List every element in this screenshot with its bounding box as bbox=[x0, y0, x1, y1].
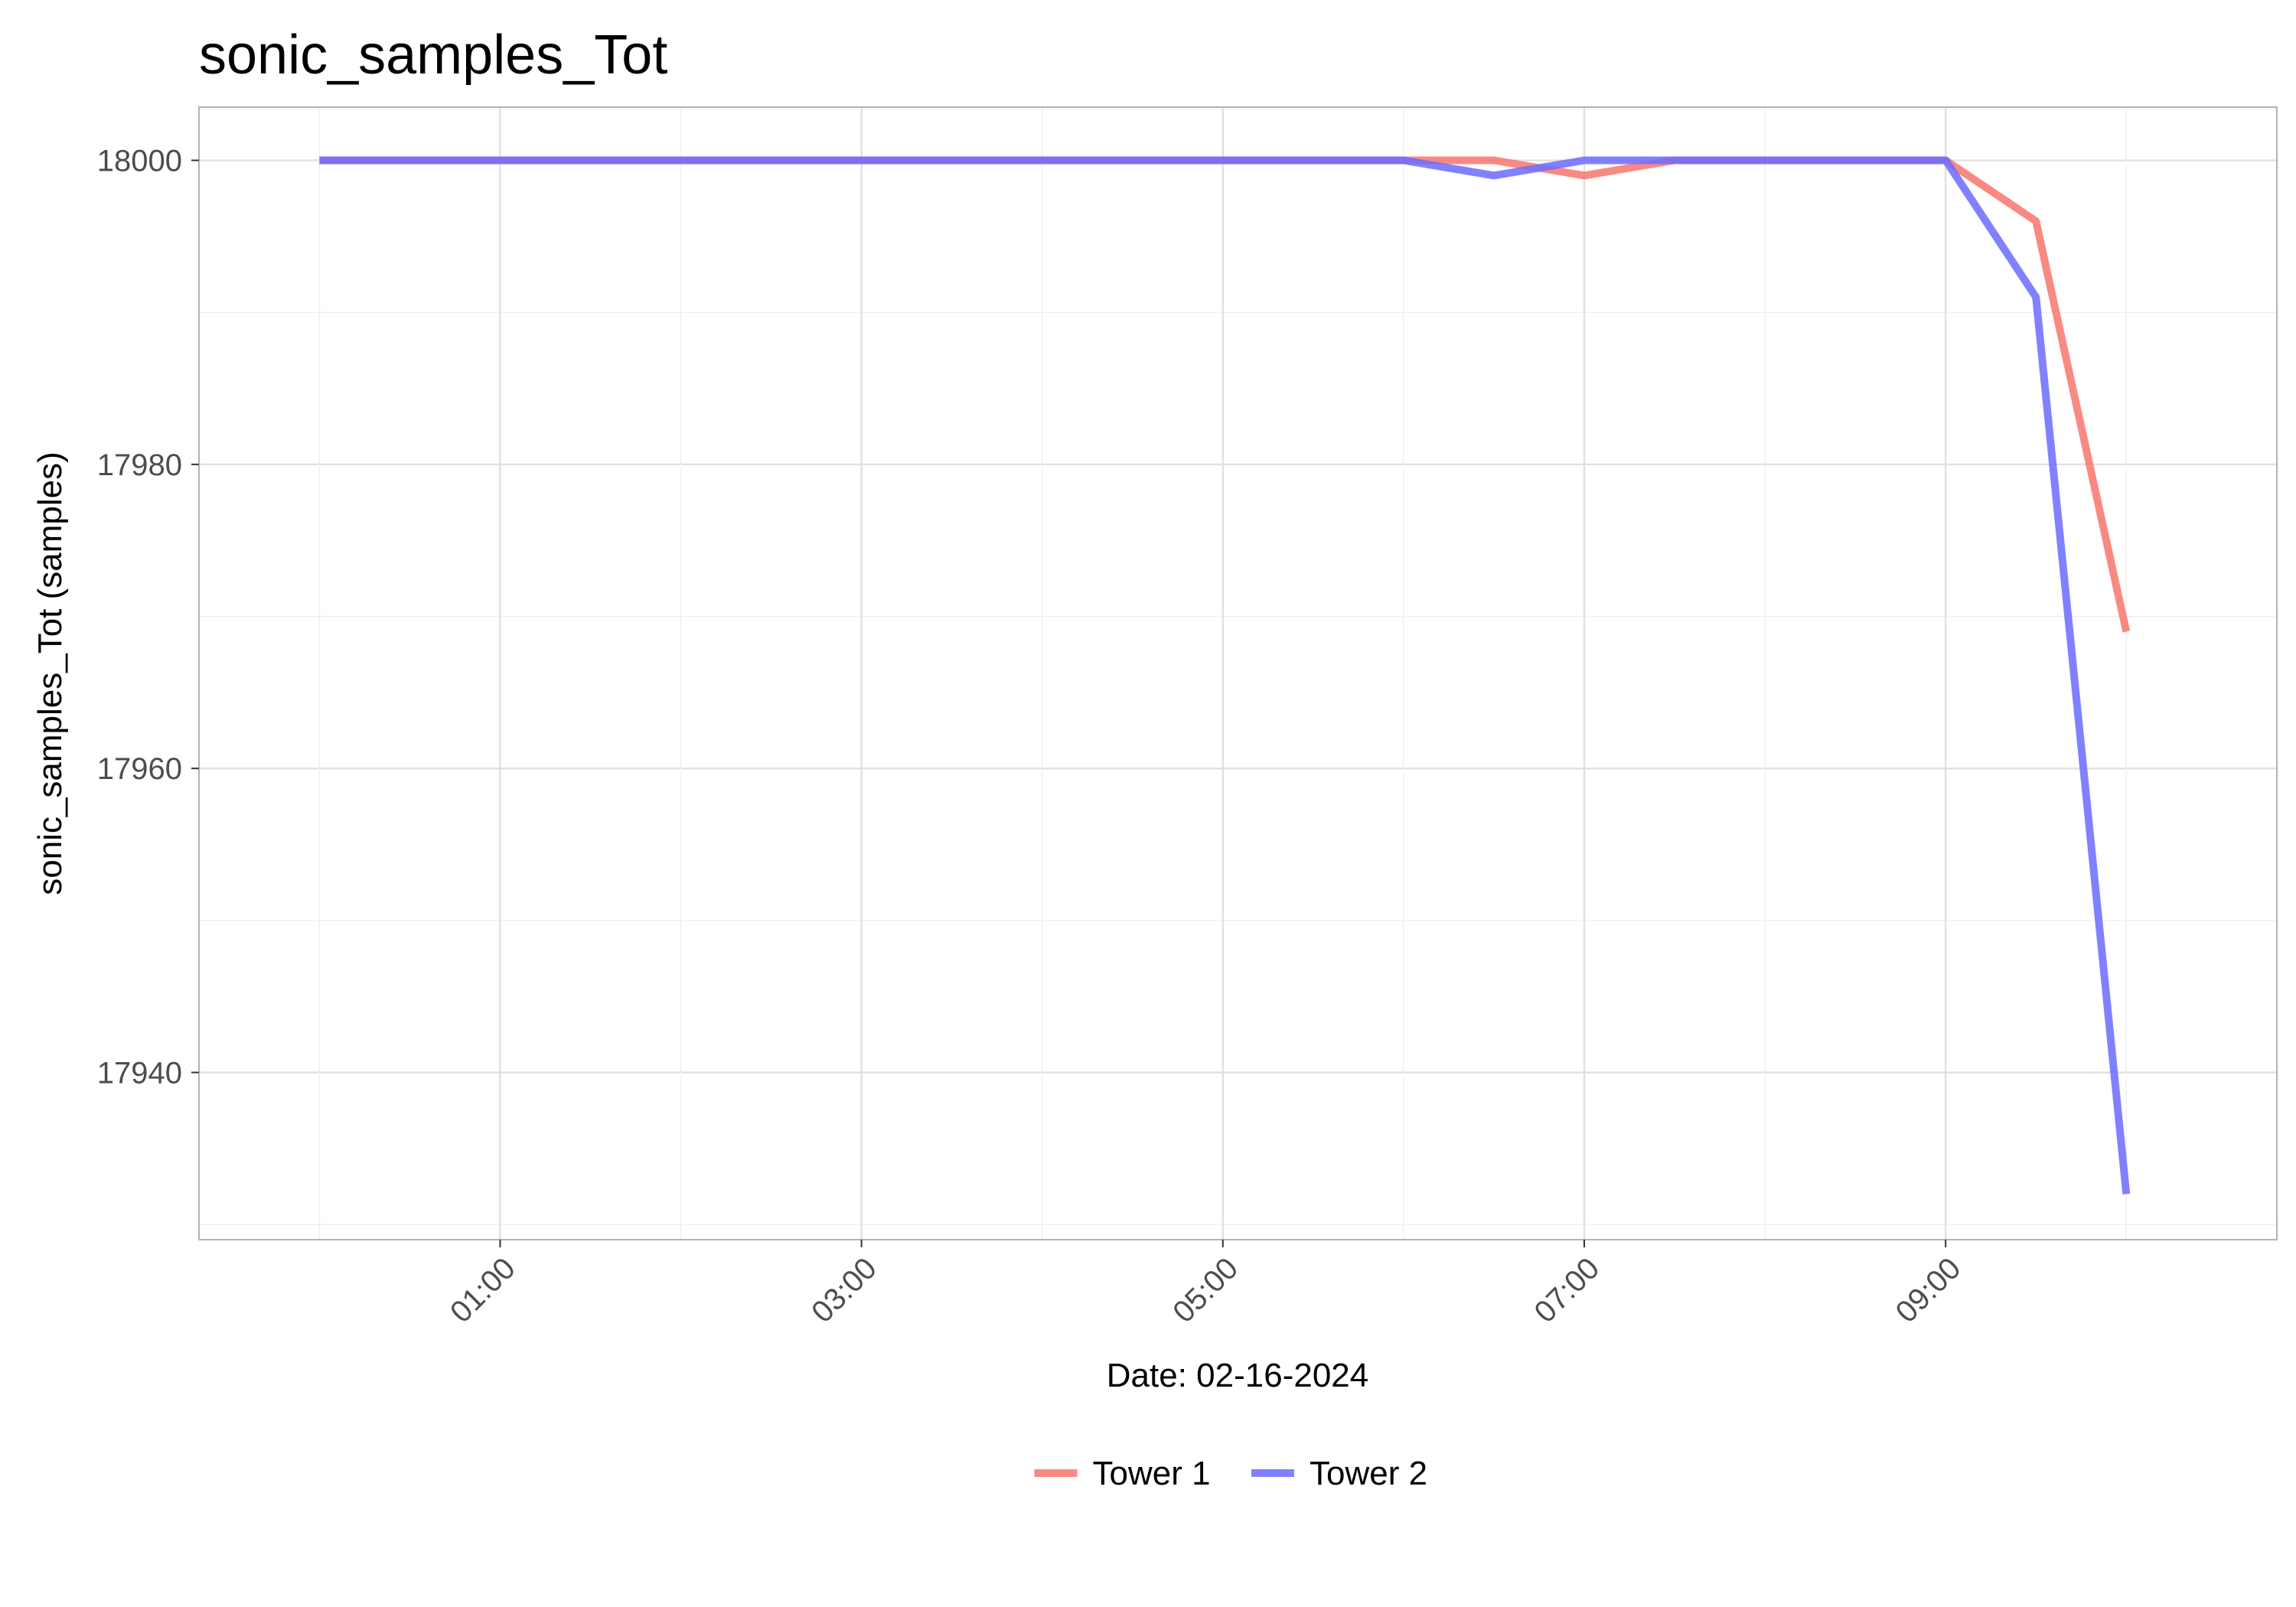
chart-title: sonic_samples_Tot bbox=[199, 24, 667, 86]
y-tick-label: 17940 bbox=[97, 1056, 182, 1090]
y-tick-label: 18000 bbox=[97, 145, 182, 178]
series-lines bbox=[319, 156, 2131, 1195]
x-axis-label: Date: 02-16-2024 bbox=[1107, 1357, 1368, 1394]
y-axis-label: sonic_samples_Tot (samples) bbox=[31, 451, 69, 895]
series-line-tower-2 bbox=[319, 156, 2131, 1195]
y-tick-label: 17980 bbox=[97, 448, 182, 482]
x-axis-ticks: 01:00 03:00 05:00 07:00 09:00 bbox=[444, 1240, 1968, 1329]
x-tick-label: 03:00 bbox=[805, 1251, 883, 1329]
y-tick-label: 17960 bbox=[97, 752, 182, 786]
x-tick-label: 07:00 bbox=[1528, 1251, 1606, 1329]
x-tick-label: 01:00 bbox=[444, 1251, 522, 1329]
legend-label-tower-1: Tower 1 bbox=[1093, 1455, 1211, 1492]
y-axis-ticks: 17940 17960 17980 18000 bbox=[97, 145, 199, 1090]
plot-panel-border bbox=[198, 106, 2278, 1240]
x-tick-label: 05:00 bbox=[1166, 1251, 1244, 1329]
legend-label-tower-2: Tower 2 bbox=[1309, 1455, 1427, 1492]
legend: Tower 1 Tower 2 bbox=[1034, 1455, 1427, 1492]
grid bbox=[199, 107, 2277, 1240]
x-tick-label: 09:00 bbox=[1890, 1251, 1968, 1329]
